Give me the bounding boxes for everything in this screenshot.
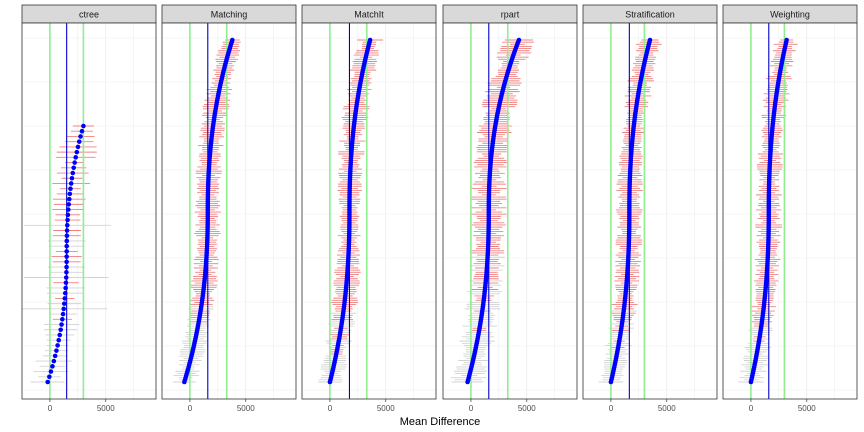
data-point: [784, 37, 789, 43]
data-point: [54, 348, 59, 353]
data-point: [516, 37, 522, 43]
panel-background: [723, 23, 857, 399]
x-tick-label: 5000: [518, 404, 536, 413]
panel-background: [162, 23, 296, 399]
data-point: [59, 322, 64, 327]
panel-matching: Matching 0 5000: [161, 4, 297, 413]
data-point: [61, 306, 67, 312]
data-point: [62, 301, 67, 306]
panel-border: [301, 22, 437, 400]
data-point: [60, 317, 65, 322]
strip-label: MatchIt: [354, 10, 384, 20]
data-point: [230, 37, 235, 43]
data-point: [45, 379, 50, 385]
x-tick-label: 5000: [377, 404, 395, 413]
data-point: [70, 170, 76, 176]
data-point: [67, 191, 73, 197]
data-point: [71, 165, 76, 171]
data-point: [64, 233, 70, 239]
data-point: [69, 175, 75, 181]
panel-background: [443, 23, 577, 399]
x-tick-label: 5000: [658, 404, 676, 413]
data-point: [64, 259, 69, 265]
data-point: [62, 290, 68, 296]
data-point: [78, 134, 83, 139]
panel-matchit: MatchIt 0 5000: [301, 4, 437, 413]
panel-background: [302, 23, 436, 399]
x-tick-label: 0: [328, 404, 333, 413]
strip-label: Stratification: [625, 10, 675, 20]
data-point: [64, 238, 70, 244]
panel-ctree: ctree 0 5000: [21, 4, 157, 413]
data-point: [63, 285, 68, 291]
panel-border: [442, 22, 578, 400]
data-point: [65, 217, 70, 223]
data-point: [647, 37, 653, 43]
panel-border: [161, 22, 297, 400]
data-point: [52, 353, 58, 359]
data-point: [57, 332, 63, 338]
data-point: [64, 228, 70, 233]
data-point: [64, 222, 70, 228]
x-tick-label: 5000: [97, 404, 115, 413]
data-point: [68, 181, 74, 186]
panel-border: [21, 22, 157, 400]
data-point: [65, 207, 71, 212]
data-point: [56, 337, 62, 343]
data-point: [63, 275, 69, 280]
data-point: [63, 280, 69, 286]
panel-border: [582, 22, 718, 400]
data-point: [64, 249, 69, 254]
data-point: [66, 202, 72, 207]
data-point: [79, 128, 85, 134]
panel-rpart: rpart 0 5000: [442, 4, 578, 413]
data-point: [47, 374, 52, 380]
data-point: [62, 296, 68, 301]
data-point: [50, 364, 55, 369]
data-point: [81, 123, 86, 129]
x-tick-label: 5000: [237, 404, 255, 413]
data-point: [72, 160, 77, 165]
data-point: [76, 139, 82, 144]
panel-background: [583, 23, 717, 399]
x-tick-label: 0: [749, 404, 754, 413]
data-point: [58, 327, 63, 333]
data-point: [367, 37, 373, 43]
panel-border: [722, 22, 858, 400]
x-tick-label: 0: [609, 404, 614, 413]
data-point: [64, 269, 69, 275]
x-axis-title: Mean Difference: [400, 416, 481, 428]
x-tick-label: 5000: [798, 404, 816, 413]
data-point: [55, 343, 60, 348]
data-point: [64, 243, 70, 249]
panel-background: [22, 23, 156, 399]
data-point: [73, 155, 78, 160]
strip-label: ctree: [79, 10, 99, 20]
data-point: [66, 196, 72, 202]
data-point: [68, 186, 73, 191]
data-point: [64, 254, 69, 259]
x-tick-label: 0: [188, 404, 193, 413]
strip-label: rpart: [501, 10, 520, 20]
strip-label: Matching: [211, 10, 248, 20]
data-point: [75, 144, 81, 150]
data-point: [74, 149, 80, 155]
data-point: [60, 311, 66, 317]
x-tick-label: 0: [469, 404, 474, 413]
data-point: [48, 369, 54, 374]
x-tick-label: 0: [48, 404, 53, 413]
panel-weighting: Weighting 0 5000: [722, 4, 858, 413]
data-point: [65, 212, 71, 218]
data-point: [51, 358, 57, 364]
panel-stratification: Stratification 0 5000: [582, 4, 718, 413]
strip-label: Weighting: [770, 10, 810, 20]
data-point: [64, 264, 69, 270]
